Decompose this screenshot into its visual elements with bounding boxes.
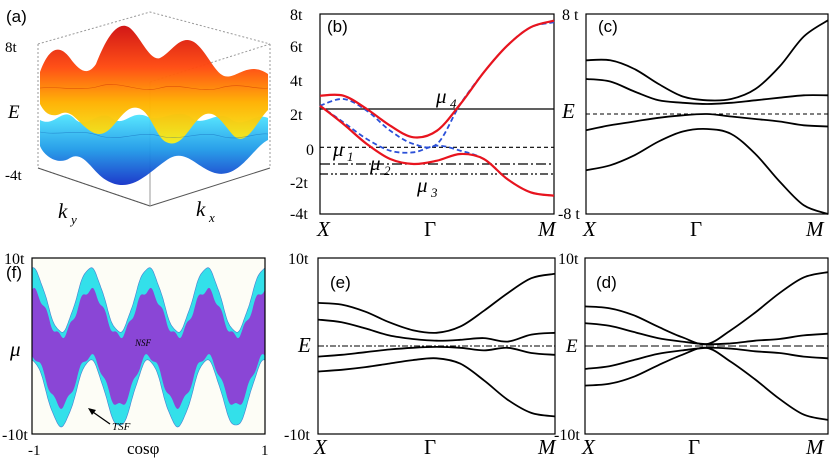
panel-c-band-3 bbox=[585, 113, 829, 132]
panel-d-ytick-top: 10t bbox=[558, 251, 579, 268]
panel-b-ytick-6t: 6t bbox=[290, 39, 303, 56]
panel-a-ylabel: E bbox=[7, 102, 20, 123]
series-red-lower bbox=[319, 104, 555, 197]
surface-mesh-line-1 bbox=[39, 84, 269, 91]
panel-e-band-2 bbox=[317, 318, 556, 343]
panel-d-band-2 bbox=[584, 322, 829, 346]
panel-b-frame bbox=[319, 13, 555, 215]
panel-b-ytick-0: 0 bbox=[306, 142, 314, 159]
panel-b-xtick-M: M bbox=[537, 217, 557, 241]
panel-a-box-floor-right bbox=[149, 167, 271, 207]
panel-d-ylabel: E bbox=[565, 336, 578, 357]
panel-a: (a) 8t E -4t k y k x bbox=[5, 7, 271, 227]
panel-c-band-2 bbox=[585, 78, 829, 105]
region-nsf-label: NSF bbox=[134, 338, 152, 348]
panel-c-ylabel: E bbox=[561, 99, 575, 123]
panel-b-ytick-8t: 8t bbox=[290, 7, 303, 24]
panel-e-xtick-M: M bbox=[537, 435, 557, 459]
panel-e-ytick-bottom: -10t bbox=[284, 427, 310, 444]
region-nsf-area bbox=[32, 287, 265, 409]
panel-c-band-4 bbox=[585, 128, 829, 215]
annotation-mu1: μ bbox=[332, 137, 344, 161]
panel-a-xlabel-ky: k bbox=[58, 199, 68, 223]
panel-a-xlabel-ky-sub: y bbox=[69, 212, 77, 227]
panel-c-ytick-bottom: -8 t bbox=[558, 206, 580, 223]
annotation-mu4-sub: 4 bbox=[450, 96, 457, 111]
panel-c-band-1 bbox=[585, 19, 829, 102]
annotation-mu1-sub: 1 bbox=[347, 149, 354, 164]
panel-e-band-3 bbox=[317, 345, 556, 358]
panel-d-ytick-bottom: -10t bbox=[554, 427, 580, 444]
panel-c-xtick-M: M bbox=[805, 217, 825, 241]
panel-d: 10t E -10t (d) X Γ M bbox=[554, 251, 829, 459]
panel-a-ytick-bottom: -4t bbox=[5, 168, 22, 184]
panel-d-xtick-X: X bbox=[581, 435, 596, 459]
panel-f-ylabel: μ bbox=[9, 337, 21, 361]
panel-b-xtick-Gamma: Γ bbox=[424, 217, 436, 241]
panel-d-xtick-Gamma: Γ bbox=[688, 435, 700, 459]
panel-e-band-4 bbox=[317, 357, 556, 418]
panel-e-xtick-Gamma: Γ bbox=[424, 435, 436, 459]
panel-c-xtick-X: X bbox=[582, 217, 597, 241]
series-blue-dashed-upper bbox=[319, 21, 555, 149]
panel-a-ytick-top: 8t bbox=[5, 40, 18, 56]
panel-b-ytick-m4t: -4t bbox=[290, 206, 308, 223]
panel-f-ytick-bottom: -10t bbox=[2, 427, 28, 444]
panel-e-ytick-top: 10t bbox=[288, 251, 309, 268]
panel-c-label: (c) bbox=[598, 17, 618, 36]
panel-f: 10t μ -10t (f) -1 cosφ 1 NSF TSF bbox=[2, 251, 269, 459]
panel-b-ytick-2t: 2t bbox=[290, 107, 303, 124]
panel-b-xtick-X: X bbox=[316, 217, 331, 241]
annotation-mu3-sub: 3 bbox=[430, 185, 438, 200]
panel-b-ytick-4t: 4t bbox=[290, 73, 303, 90]
panel-a-box-top-back bbox=[37, 11, 271, 45]
panel-f-frame bbox=[31, 257, 266, 435]
region-tsf-label: TSF bbox=[112, 421, 131, 433]
panel-a-label: (a) bbox=[6, 7, 27, 26]
panel-a-xlabel-kx: k bbox=[196, 197, 206, 221]
panel-a-box-floor-left bbox=[37, 167, 151, 207]
surface-mesh-line-2 bbox=[39, 131, 269, 139]
panel-a-xlabel-kx-sub: x bbox=[208, 210, 215, 225]
panel-d-xtick-M: M bbox=[805, 435, 825, 459]
panel-f-ytick-top: 10t bbox=[4, 251, 25, 268]
annotation-mu2: μ bbox=[369, 151, 381, 175]
panel-d-band-3 bbox=[584, 346, 829, 370]
panel-e-xtick-X: X bbox=[313, 435, 328, 459]
panel-f-xtick-min: -1 bbox=[28, 443, 41, 459]
annotation-mu3: μ bbox=[416, 173, 428, 197]
annotation-mu4: μ bbox=[435, 84, 447, 108]
panel-d-label: (d) bbox=[596, 273, 617, 292]
panel-e: 10t E -10t (e) X Γ M bbox=[284, 251, 557, 459]
panel-c: 8 t E -8 t (c) X Γ M bbox=[558, 7, 829, 241]
series-blue-dashed-lower bbox=[319, 104, 555, 197]
tsf-arrow-head bbox=[88, 408, 96, 415]
panel-c-xtick-Gamma: Γ bbox=[690, 217, 702, 241]
panel-b-ytick-m2t: -2t bbox=[290, 175, 308, 192]
panel-e-ylabel: E bbox=[297, 333, 311, 357]
series-red-upper bbox=[319, 19, 555, 139]
panel-f-label: (f) bbox=[6, 263, 22, 282]
panel-f-xlabel: cosφ bbox=[127, 439, 160, 458]
panel-b-label: (b) bbox=[327, 17, 348, 36]
panel-d-band-4 bbox=[584, 346, 829, 421]
panel-f-xtick-max: 1 bbox=[261, 443, 269, 459]
panel-c-ytick-top: 8 t bbox=[562, 7, 579, 24]
surface-upper-band bbox=[40, 25, 268, 144]
annotation-mu2-sub: 2 bbox=[384, 163, 391, 178]
panel-b: 8t 6t 4t 2t 0 -2t -4t X Γ M (b) μ 4 μ 1 … bbox=[290, 7, 557, 241]
panel-d-band-1 bbox=[584, 271, 829, 346]
panel-e-band-1 bbox=[317, 272, 556, 334]
panel-e-label: (e) bbox=[330, 273, 351, 292]
